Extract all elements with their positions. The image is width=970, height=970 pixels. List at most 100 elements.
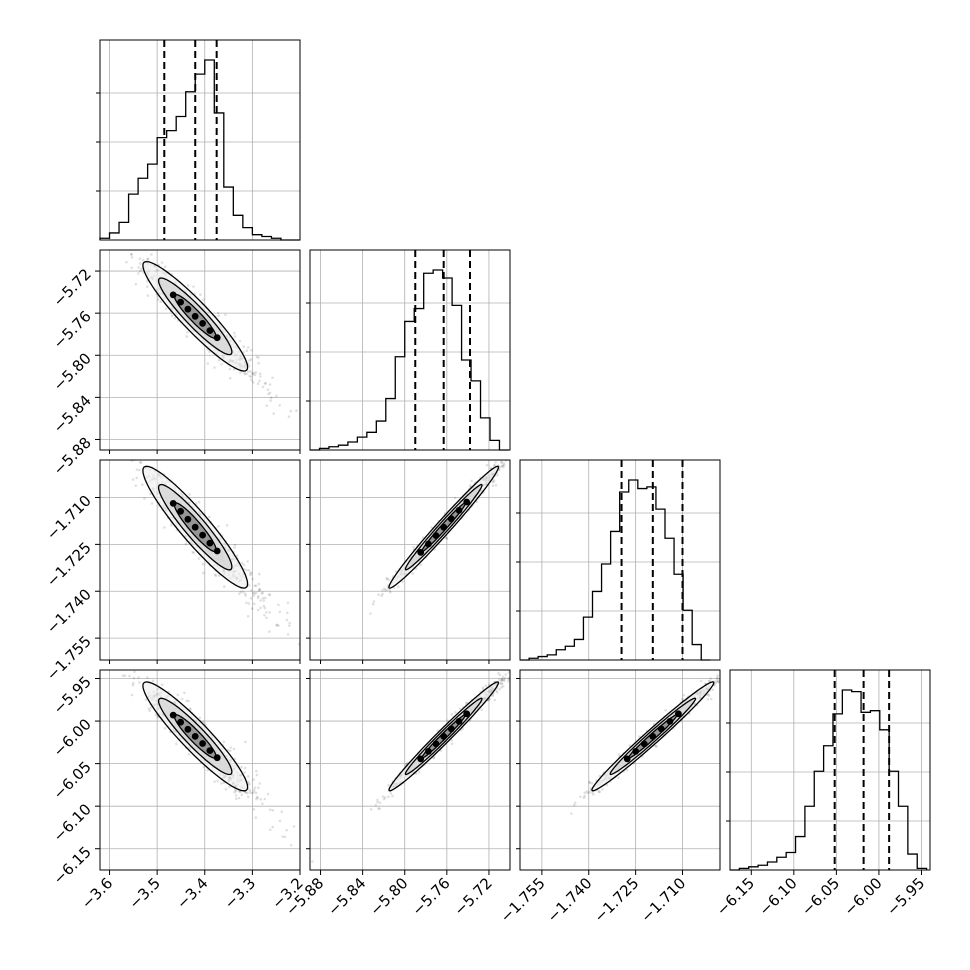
sample-point (189, 708, 192, 711)
x-tick-label: −1.740 (544, 874, 596, 926)
sample-point (525, 430, 528, 433)
density-peak (455, 507, 463, 514)
sample-point (285, 618, 289, 622)
density-peak (640, 740, 648, 748)
axes-frame (519, 459, 721, 661)
density-peak (447, 725, 455, 733)
sample-point (503, 676, 507, 680)
sample-point (378, 807, 381, 811)
sample-point (263, 596, 267, 600)
sample-point (520, 661, 523, 664)
sample-point (329, 472, 332, 475)
sample-point (605, 783, 609, 787)
sample-point (264, 382, 268, 385)
sample-point (763, 640, 766, 643)
sample-point (527, 648, 530, 651)
sample-point (247, 364, 251, 368)
scatter-panel-1-3 (309, 632, 551, 871)
sample-point (263, 606, 267, 610)
sample-point (266, 792, 270, 796)
scatter-cloud (117, 455, 307, 651)
sample-point (278, 610, 282, 614)
sample-point (500, 461, 503, 465)
x-tick-label: −3.3 (221, 874, 259, 912)
sample-point (481, 686, 485, 689)
density-peak (169, 500, 177, 507)
sample-point (275, 624, 278, 627)
sample-point (548, 632, 551, 635)
sample-point (654, 744, 658, 748)
sample-point (146, 294, 150, 297)
sample-point (500, 682, 503, 685)
sample-point (228, 749, 232, 752)
sample-point (492, 480, 496, 483)
sample-point (129, 253, 133, 256)
density-peak (206, 539, 214, 547)
sample-point (285, 828, 289, 832)
sample-point (500, 678, 504, 682)
sample-point (185, 699, 188, 703)
sample-point (256, 596, 260, 600)
sample-point (244, 740, 247, 744)
sample-point (256, 796, 260, 800)
sample-point (414, 567, 418, 571)
sample-point (147, 707, 151, 710)
sample-point (186, 331, 189, 334)
sample-point (256, 594, 260, 598)
sample-point (136, 246, 139, 249)
sample-point (132, 676, 136, 680)
sample-point (511, 672, 514, 675)
sample-point (243, 592, 247, 595)
sample-point (721, 669, 724, 672)
sample-point (252, 808, 256, 811)
sample-point (216, 311, 220, 315)
sample-point (218, 574, 221, 577)
sample-point (383, 587, 386, 590)
sample-point (245, 791, 249, 795)
sample-point (526, 438, 529, 441)
sample-point (255, 773, 259, 777)
sample-point (655, 745, 658, 748)
sample-point (235, 797, 238, 800)
sample-point (454, 711, 457, 714)
sample-point (117, 455, 120, 458)
axes-frame (729, 669, 931, 871)
sample-point (382, 797, 386, 801)
sample-point (378, 801, 382, 804)
sample-point (250, 372, 254, 375)
density-peak (623, 755, 631, 763)
sample-point (267, 392, 270, 396)
sample-point (681, 697, 684, 701)
sample-point (510, 666, 513, 669)
density-peak (191, 733, 199, 740)
sample-point (699, 679, 703, 683)
sample-point (245, 568, 248, 572)
sample-point (311, 860, 314, 863)
sample-point (126, 456, 129, 459)
sample-point (180, 697, 184, 701)
sample-point (156, 298, 160, 301)
y-tick-label: −6.15 (50, 843, 95, 888)
sample-point (715, 676, 719, 680)
sample-point (625, 768, 629, 772)
sample-point (232, 368, 236, 371)
sample-point (717, 680, 720, 683)
sample-point (493, 698, 497, 702)
sample-point (240, 793, 244, 797)
sample-point (501, 675, 505, 679)
sample-point (733, 661, 736, 664)
sample-point (304, 648, 307, 651)
sample-point (213, 366, 216, 369)
sample-point (233, 546, 236, 549)
x-tick-label: −5.76 (408, 874, 453, 919)
density-peak (177, 718, 185, 726)
sample-point (496, 473, 499, 477)
sample-point (524, 440, 527, 443)
sample-point (121, 674, 125, 678)
scatter-cloud (570, 640, 766, 815)
sample-point (385, 588, 389, 592)
sample-point (138, 461, 142, 464)
sample-point (588, 780, 591, 784)
sample-point (737, 658, 740, 661)
